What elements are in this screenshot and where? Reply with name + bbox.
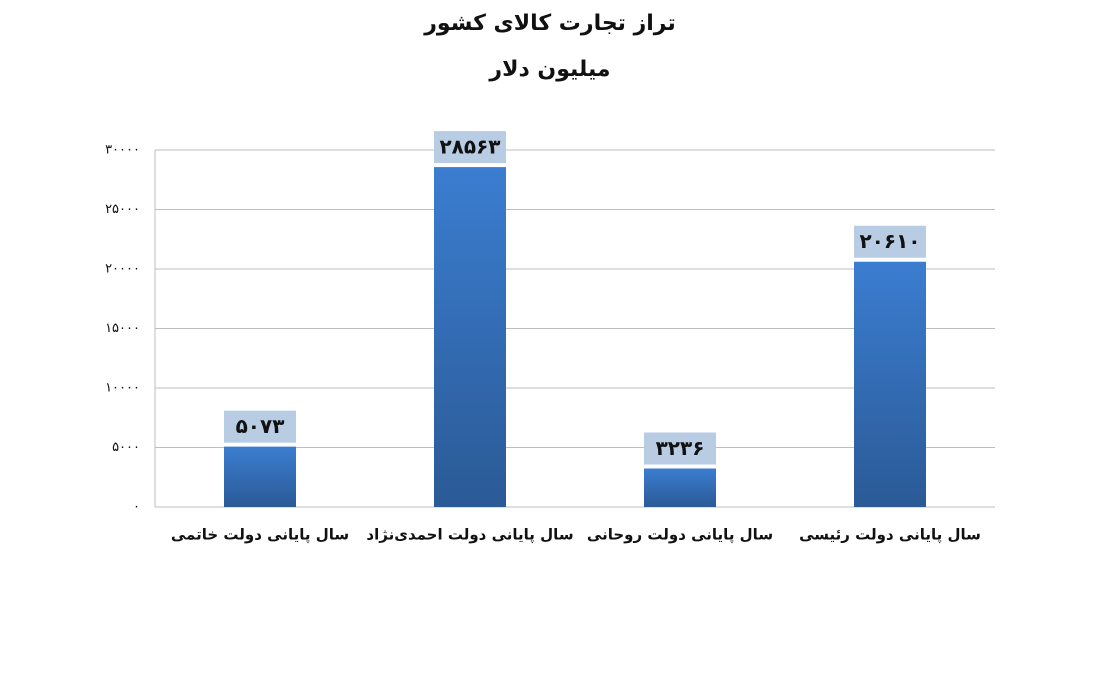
chart-subtitle: میلیون دلار [488,57,610,82]
value-label: ۳۲۳۶ [656,436,705,460]
bar-shade [224,446,296,507]
y-tick-label: ۱۰۰۰۰ [105,381,140,396]
value-label: ۲۸۵۶۳ [439,135,500,159]
y-tick-label: ۵۰۰۰ [112,440,140,455]
x-tick-label: سال پایانی دولت روحانی [587,526,773,545]
value-label: ۵۰۷۳ [236,414,285,438]
x-tick-label: سال پایانی دولت خاتمی [171,526,349,545]
y-tick-label: ۰ [133,500,140,515]
bar-shade [434,167,506,508]
value-label: ۲۰۶۱۰ [859,229,920,253]
bar-shade [644,468,716,507]
value-label-box [854,225,926,258]
value-label-box [434,131,506,164]
y-tick-label: ۲۰۰۰۰ [105,262,140,277]
value-label-box [644,432,716,465]
bar-shade [854,261,926,507]
y-tick-label: ۳۰۰۰۰ [105,143,140,158]
value-label-box [224,410,296,443]
y-tick-label: ۲۵۰۰۰ [105,202,140,217]
chart-title: تراز تجارت کالای کشور [423,11,676,36]
y-tick-label: ۱۵۰۰۰ [105,321,140,336]
x-tick-label: سال پایانی دولت احمدی‌نژاد [366,526,573,545]
x-tick-label: سال پایانی دولت رئیسی [799,526,981,545]
